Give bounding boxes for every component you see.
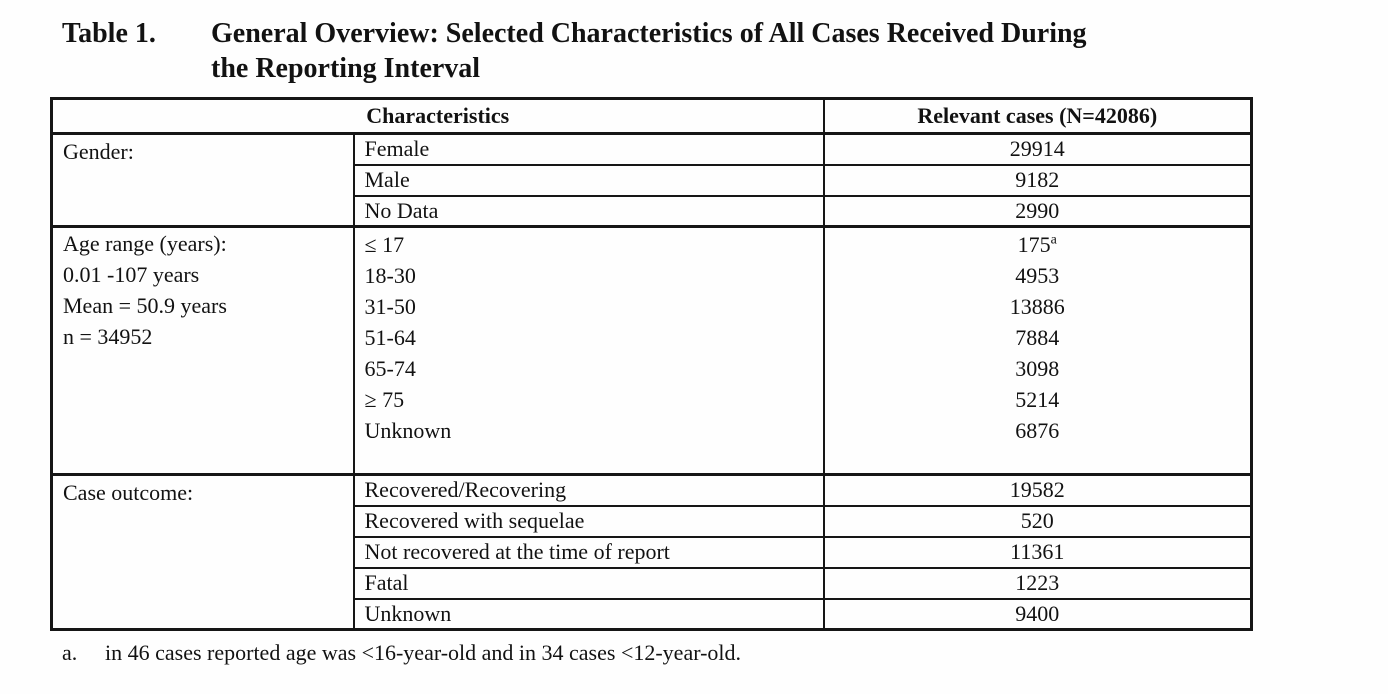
outcome-value: 1223 (822, 566, 1253, 600)
age-label-line: 0.01 -107 years (63, 262, 200, 287)
age-values-cell: 175a 4953 13886 7884 3098 5214 6876 (822, 225, 1253, 476)
table-footnote: a. in 46 cases reported age was <16-year… (62, 639, 1388, 667)
outcome-characteristic: Unknown (352, 597, 825, 631)
table-row: Male 9182 (52, 163, 1253, 197)
age-characteristic: 18-30 (364, 263, 416, 288)
gender-characteristic: No Data (352, 194, 825, 228)
age-characteristic: 65-74 (364, 356, 416, 381)
outcome-characteristic: Fatal (352, 566, 825, 600)
gender-characteristic: Male (352, 163, 825, 197)
outcome-characteristic: Recovered with sequelae (352, 504, 825, 538)
age-value: 7884 (1015, 325, 1060, 350)
outcome-value: 19582 (822, 473, 1253, 507)
footnote-ref-a: a (1050, 232, 1057, 248)
outcome-section-label: Case outcome: (50, 473, 355, 631)
outcome-value: 11361 (822, 535, 1253, 569)
table-title-text: General Overview: Selected Characteristi… (211, 18, 1087, 84)
table-row: Recovered with sequelae 520 (52, 504, 1253, 538)
age-value: 4953 (1015, 263, 1060, 288)
age-characteristic: 51-64 (364, 325, 416, 350)
age-value: 175a (1017, 232, 1057, 257)
table-title-number: Table 1. (62, 18, 156, 49)
age-label-line: Age range (years): (63, 231, 227, 256)
gender-value: 9182 (822, 163, 1253, 197)
header-row: Characteristics Relevant cases (N=42086) (50, 97, 1253, 135)
table-title: Table 1. General Overview: Selected Char… (0, 0, 1388, 86)
footnote-text: in 46 cases reported age was <16-year-ol… (105, 640, 742, 665)
age-label-line: Mean = 50.9 years (63, 293, 227, 318)
age-label-line: n = 34952 (63, 324, 153, 349)
age-characteristic: Unknown (364, 418, 452, 443)
age-characteristics-cell: ≤ 17 18-30 31-50 51-64 65-74 ≥ 75 Unknow… (352, 225, 825, 476)
table-row: Fatal 1223 (52, 566, 1253, 600)
outcome-characteristic: Not recovered at the time of report (352, 535, 825, 569)
table-row: Not recovered at the time of report 1136… (52, 535, 1253, 569)
age-value: 6876 (1015, 418, 1060, 443)
table-row: No Data 2990 (52, 194, 1253, 228)
gender-value: 29914 (822, 132, 1253, 166)
header-characteristics: Characteristics (50, 97, 825, 135)
table-row: Gender: Female 29914 (50, 132, 1253, 228)
gender-value: 2990 (822, 194, 1253, 228)
footnote-marker: a. (62, 640, 78, 665)
age-value: 3098 (1015, 356, 1060, 381)
gender-characteristic: Female (352, 132, 825, 166)
age-value: 5214 (1015, 387, 1060, 412)
age-value: 13886 (1009, 294, 1065, 319)
age-characteristic: 31-50 (364, 294, 416, 319)
age-section-row: Age range (years): 0.01 -107 years Mean … (50, 225, 1253, 476)
outcome-value: 9400 (822, 597, 1253, 631)
outcome-characteristic: Recovered/Recovering (352, 473, 825, 507)
overview-table: Characteristics Relevant cases (N=42086)… (50, 97, 1254, 631)
age-characteristic: ≥ 75 (364, 387, 405, 412)
age-characteristic: ≤ 17 (364, 232, 405, 257)
header-relevant-cases: Relevant cases (N=42086) (822, 97, 1253, 135)
age-section-label: Age range (years): 0.01 -107 years Mean … (50, 225, 355, 476)
outcome-value: 520 (822, 504, 1253, 538)
gender-section-label: Gender: (50, 132, 355, 228)
table-row: Case outcome: Recovered/Recovering 19582 (50, 473, 1253, 631)
table-row: Unknown 9400 (52, 597, 1253, 631)
